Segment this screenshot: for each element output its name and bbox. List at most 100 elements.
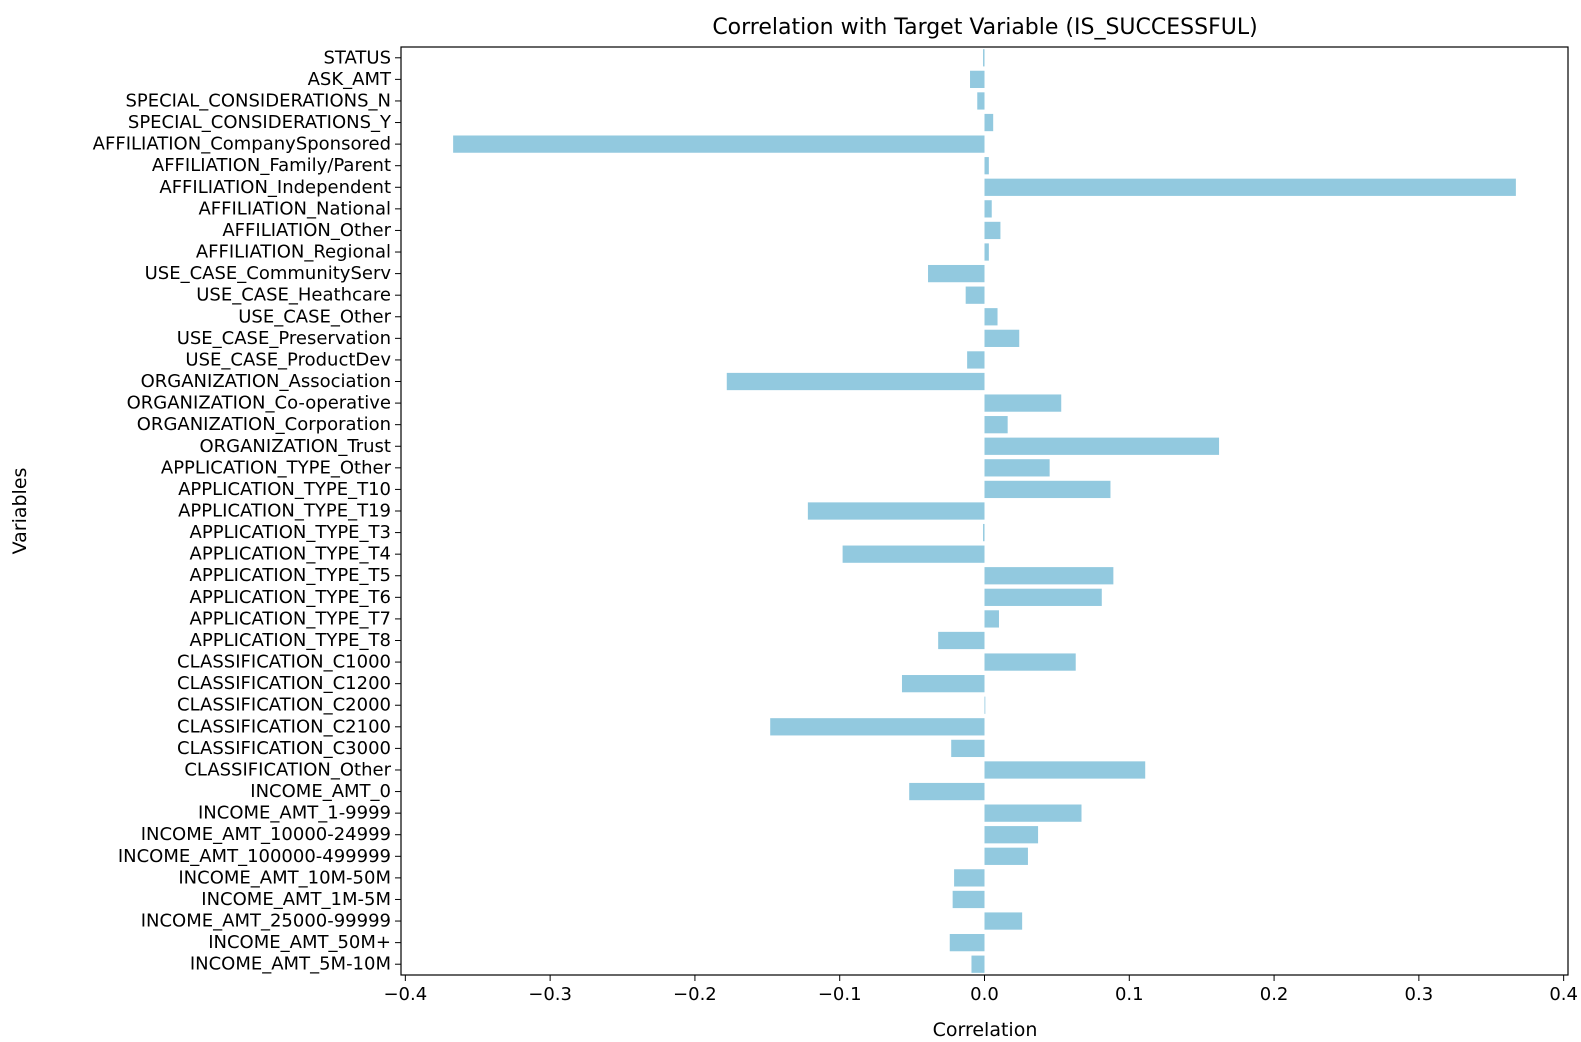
- bar: [726, 372, 985, 391]
- y-tick-label: INCOME_AMT_100000-499999: [118, 846, 391, 867]
- y-tick-label: SPECIAL_CONSIDERATIONS_N: [125, 90, 391, 111]
- y-tick-label: USE_CASE_CommunityServ: [145, 263, 392, 284]
- bar: [984, 826, 1039, 844]
- y-tick-label: INCOME_AMT_25000-99999: [141, 911, 391, 932]
- y-tick-label: INCOME_AMT_0: [250, 781, 391, 802]
- bar: [984, 459, 1050, 477]
- bars-group: [453, 49, 1516, 973]
- y-tick-label: CLASSIFICATION_C3000: [177, 738, 391, 759]
- y-tick-label: APPLICATION_TYPE_Other: [161, 457, 392, 478]
- y-tick-label: CLASSIFICATION_C1000: [177, 652, 391, 673]
- x-tick-label: −0.4: [383, 984, 427, 1005]
- bar: [984, 847, 1028, 865]
- y-tick-label: CLASSIFICATION_C1200: [177, 673, 391, 694]
- bar: [984, 804, 1082, 822]
- bar: [453, 135, 985, 153]
- bar: [984, 416, 1008, 434]
- y-tick-label: AFFILIATION_Regional: [196, 242, 391, 263]
- y-axis-label: Variables: [9, 468, 31, 555]
- y-tick-label: APPLICATION_TYPE_T7: [190, 608, 391, 629]
- bar: [984, 480, 1111, 499]
- y-tick-label: INCOME_AMT_50M+: [208, 932, 391, 953]
- y-tick-label: CLASSIFICATION_Other: [184, 759, 391, 780]
- bar: [984, 437, 1220, 455]
- bar: [952, 890, 985, 909]
- bar: [970, 70, 985, 89]
- bar: [984, 329, 1020, 347]
- x-axis-ticks: −0.4 −0.3 −0.2 −0.1 0.0 0.1 0.2 0.3 0.4: [383, 975, 1578, 1005]
- bar: [909, 782, 985, 801]
- bar: [984, 567, 1114, 585]
- bar: [807, 502, 985, 520]
- bar: [984, 610, 999, 628]
- x-tick-label: 0.1: [1115, 984, 1144, 1005]
- x-axis-label: Correlation: [933, 1019, 1038, 1041]
- bar: [983, 523, 985, 542]
- y-tick-label: CLASSIFICATION_C2100: [177, 716, 391, 737]
- bar: [954, 869, 985, 887]
- bar: [770, 718, 985, 736]
- bar: [967, 351, 985, 369]
- y-tick-label: INCOME_AMT_10000-24999: [141, 824, 391, 845]
- y-tick-label: INCOME_AMT_5M-10M: [190, 954, 391, 975]
- y-tick-label: APPLICATION_TYPE_T6: [190, 587, 391, 608]
- bar: [983, 49, 985, 67]
- y-tick-label: USE_CASE_Heathcare: [196, 285, 391, 306]
- y-tick-label: INCOME_AMT_1M-5M: [201, 889, 391, 910]
- bar: [977, 92, 985, 110]
- x-tick-label: 0.4: [1549, 984, 1578, 1005]
- y-tick-label: APPLICATION_TYPE_T4: [190, 544, 391, 565]
- y-tick-label: INCOME_AMT_1-9999: [198, 803, 391, 824]
- bar: [984, 761, 1146, 779]
- bar: [965, 286, 985, 304]
- y-tick-label: AFFILIATION_Independent: [159, 177, 391, 198]
- x-tick-label: −0.2: [673, 984, 717, 1005]
- y-tick-label: ORGANIZATION_Corporation: [137, 414, 391, 435]
- bar: [938, 631, 985, 650]
- y-tick-label: APPLICATION_TYPE_T3: [190, 522, 391, 543]
- y-tick-label: ORGANIZATION_Trust: [200, 436, 392, 457]
- y-tick-label: AFFILIATION_Other: [222, 220, 391, 241]
- bar: [949, 933, 985, 952]
- bar: [901, 675, 985, 693]
- y-tick-label: ORGANIZATION_Association: [141, 371, 391, 392]
- y-tick-label: APPLICATION_TYPE_T5: [190, 565, 391, 586]
- x-tick-label: 0.2: [1260, 984, 1289, 1005]
- y-tick-label: USE_CASE_Preservation: [177, 328, 391, 349]
- bar: [984, 157, 989, 175]
- bar: [984, 200, 992, 218]
- y-tick-label: ORGANIZATION_Co-operative: [127, 393, 391, 414]
- chart-title: Correlation with Target Variable (IS_SUC…: [712, 15, 1257, 40]
- bar: [984, 221, 1001, 240]
- y-tick-label: USE_CASE_ProductDev: [185, 349, 391, 370]
- y-tick-label: CLASSIFICATION_C2000: [177, 695, 391, 716]
- x-tick-label: 0.3: [1405, 984, 1434, 1005]
- y-axis-ticks: STATUSASK_AMTSPECIAL_CONSIDERATIONS_NSPE…: [93, 47, 401, 975]
- x-tick-label: −0.3: [528, 984, 572, 1005]
- x-tick-label: 0.0: [970, 984, 999, 1005]
- y-tick-label: AFFILIATION_CompanySponsored: [93, 134, 391, 155]
- bar: [928, 264, 985, 283]
- y-tick-label: AFFILIATION_National: [198, 198, 391, 219]
- bar: [984, 178, 1516, 196]
- bar: [984, 113, 994, 132]
- y-tick-label: INCOME_AMT_10M-50M: [178, 867, 391, 888]
- y-tick-label: APPLICATION_TYPE_T19: [178, 501, 391, 522]
- y-tick-label: AFFILIATION_Family/Parent: [152, 155, 391, 176]
- bar: [984, 243, 989, 261]
- bar: [984, 588, 1102, 606]
- y-tick-label: APPLICATION_TYPE_T8: [190, 630, 391, 651]
- bar: [984, 308, 998, 326]
- bar: [984, 912, 1023, 930]
- bar: [984, 696, 986, 714]
- y-tick-label: SPECIAL_CONSIDERATIONS_Y: [128, 112, 392, 133]
- bar: [984, 653, 1076, 671]
- bar: [984, 394, 1062, 412]
- y-tick-label: STATUS: [323, 47, 391, 68]
- bar: [951, 739, 985, 758]
- y-tick-label: APPLICATION_TYPE_T10: [178, 479, 391, 500]
- bar: [842, 545, 985, 563]
- bar: [971, 955, 985, 973]
- y-tick-label: ASK_AMT: [308, 69, 392, 90]
